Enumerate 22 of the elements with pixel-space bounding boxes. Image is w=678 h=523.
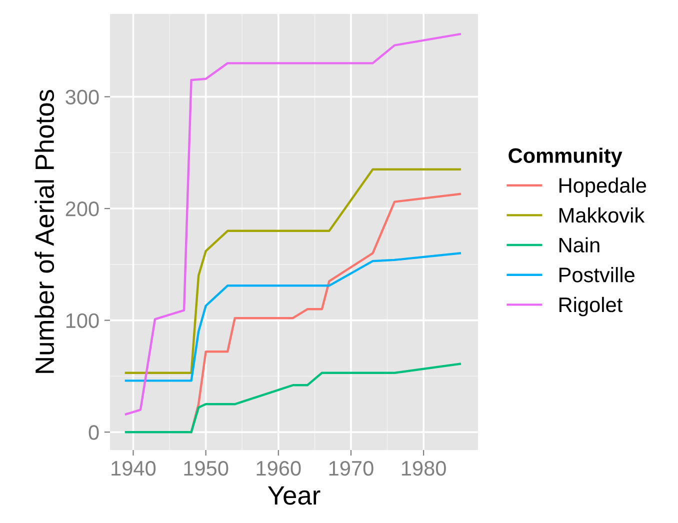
line-series — [190, 192, 461, 434]
line-series — [124, 33, 461, 416]
y-tick-label: 0 — [88, 425, 99, 440]
legend-label: Postville — [560, 267, 634, 282]
legend-label: Makkovik — [560, 207, 645, 223]
line-series — [124, 362, 461, 434]
x-tick-label: 1940 — [112, 460, 156, 476]
x-tick-label: 1980 — [402, 460, 446, 476]
legend-label: Rigolet — [560, 296, 622, 316]
legend-title: Community — [508, 148, 622, 168]
legend-label: Hopedale — [560, 178, 646, 197]
y-tick-label: 100 — [66, 313, 99, 328]
x-tick-label: 1950 — [184, 460, 228, 476]
y-tick-label: 200 — [66, 202, 99, 216]
legend-label: Nain — [560, 237, 600, 253]
x-axis-title: Year — [268, 486, 320, 505]
y-tick-label: 300 — [66, 90, 99, 104]
x-tick-label: 1960 — [256, 460, 301, 476]
y-axis-title: Number of Aerial Photos — [34, 90, 54, 373]
x-tick-label: 1970 — [329, 460, 374, 476]
line-series — [124, 252, 461, 382]
line-series — [124, 168, 461, 374]
